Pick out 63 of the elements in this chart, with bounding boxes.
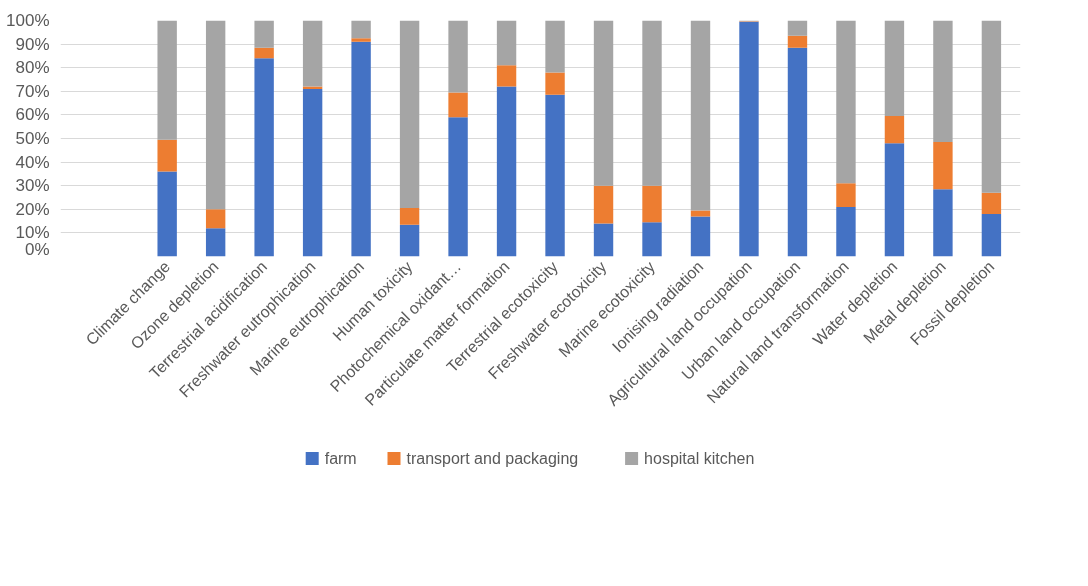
bar [157,139,177,172]
bar [787,20,808,36]
y-tick-label: 30% [15,176,50,196]
bar [884,143,905,257]
bar [448,20,468,93]
bar [933,20,953,143]
legend-label: transport and packaging [406,449,579,467]
bar [787,47,808,257]
bar [933,189,953,257]
bar [981,192,1002,215]
bar [787,35,808,48]
bar [593,185,614,224]
bar [351,20,371,39]
bar [933,142,953,190]
y-tick-label: 50% [15,129,50,148]
bar [884,116,905,144]
y-tick-label: 20% [15,199,50,219]
bar [836,20,856,184]
bar [739,21,759,257]
bar [205,209,226,229]
y-tick-label: 40% [15,152,50,172]
bar [254,47,274,59]
bar [496,65,517,87]
bar [545,20,565,73]
bar [593,20,614,186]
bar [545,72,565,95]
y-tick-label: 90% [15,34,50,54]
bar [593,223,614,257]
y-tick-label: 100% [6,11,50,30]
bar [981,20,1002,193]
bar [836,183,856,207]
bar [690,210,711,217]
y-tick-label: 70% [15,81,50,101]
bar [351,41,371,257]
bar [157,171,177,257]
bar [351,38,371,42]
bar [254,20,274,48]
bar [981,214,1002,257]
bar [399,20,420,209]
y-tick-label: 60% [15,105,50,125]
bar [642,20,662,186]
bar [448,92,468,118]
bar [205,228,226,257]
bar [545,94,565,257]
bar [205,20,226,210]
legend-label: farm [324,449,357,467]
bar [399,224,420,257]
bar [642,185,662,223]
bar [496,20,517,66]
bar [642,222,662,257]
y-tick-label: 80% [15,58,50,78]
bar [884,20,905,117]
bar [690,20,711,211]
bar [157,20,177,140]
legend-label: hospital kitchen [644,449,755,467]
bar [399,208,420,225]
bar [302,20,323,87]
bar [448,117,468,257]
bar [690,216,711,257]
bar [302,88,323,257]
bar [496,86,517,257]
bar [836,206,856,257]
bar [254,58,274,257]
